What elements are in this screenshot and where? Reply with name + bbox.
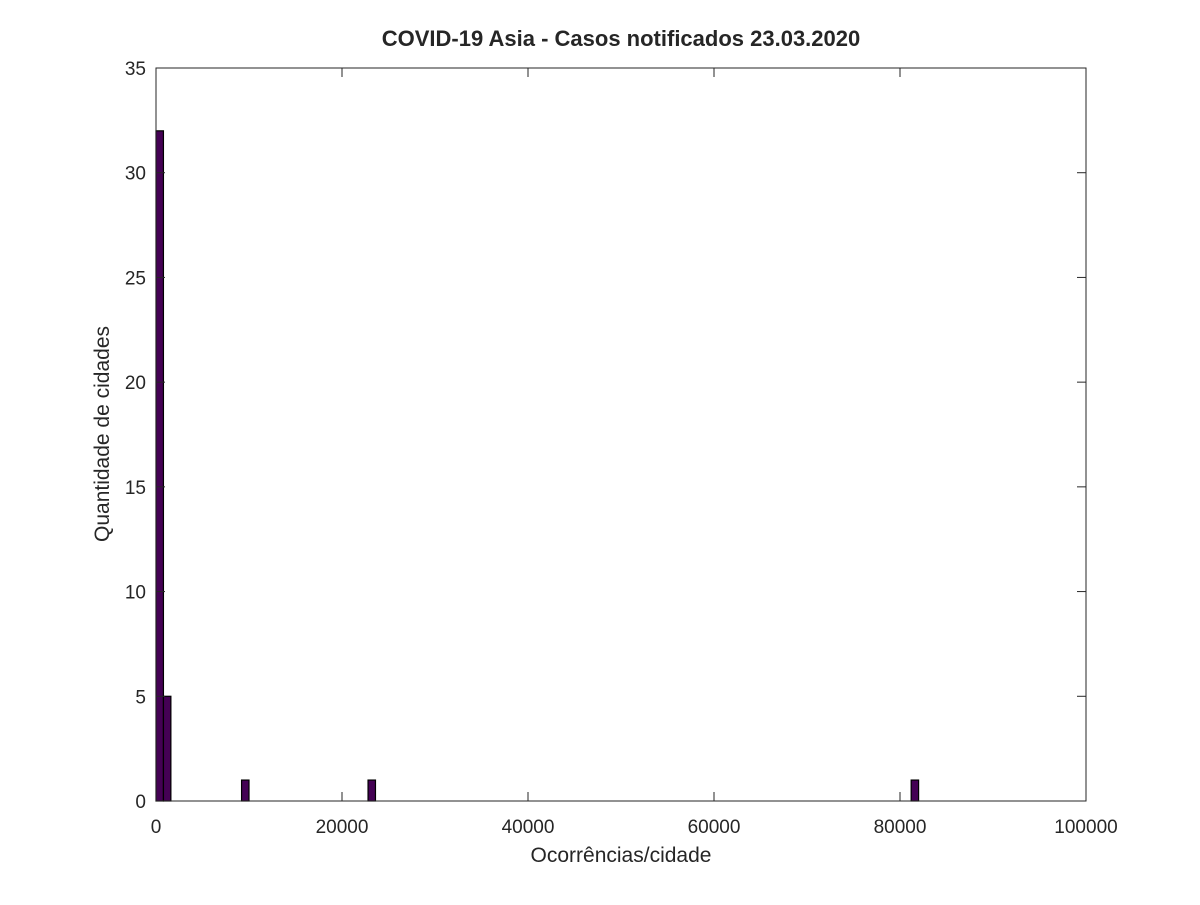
bars-layer (155, 130, 920, 802)
x-tick-label-2: 40000 (502, 817, 555, 838)
x-tick-label-0: 0 (151, 817, 162, 838)
x-tick-label-4: 80000 (874, 817, 927, 838)
histogram-bar-3 (367, 779, 377, 802)
histogram-bar-4 (910, 779, 920, 802)
axes-layer: 0 20000 40000 60000 80000 100000 0 5 10 15 20 25 30 3… (125, 59, 1118, 838)
y-tick-label-6: 30 (125, 164, 146, 185)
y-tick-label-7: 35 (125, 59, 146, 80)
histogram-bar-2 (240, 779, 250, 802)
y-tick-label-5: 25 (125, 268, 146, 289)
plot-frame (155, 67, 1087, 802)
histogram-bar-1 (162, 695, 172, 802)
y-tick-label-2: 10 (125, 583, 146, 604)
y-tick-label-1: 5 (135, 687, 146, 708)
y-tick-label-0: 0 (135, 792, 146, 813)
y-axis-label: Quantidade de cidades (91, 326, 114, 542)
chart-title: COVID-19 Asia - Casos notificados 23.03.… (382, 26, 861, 51)
x-axis-label: Ocorrências/cidade (531, 844, 712, 867)
x-tick-label-3: 60000 (688, 817, 741, 838)
x-tick-label-5: 100000 (1054, 817, 1117, 838)
x-tick-label-1: 20000 (316, 817, 369, 838)
histogram-bar-0 (155, 130, 165, 802)
y-tick-label-4: 20 (125, 373, 146, 394)
y-tick-label-3: 15 (125, 478, 146, 499)
